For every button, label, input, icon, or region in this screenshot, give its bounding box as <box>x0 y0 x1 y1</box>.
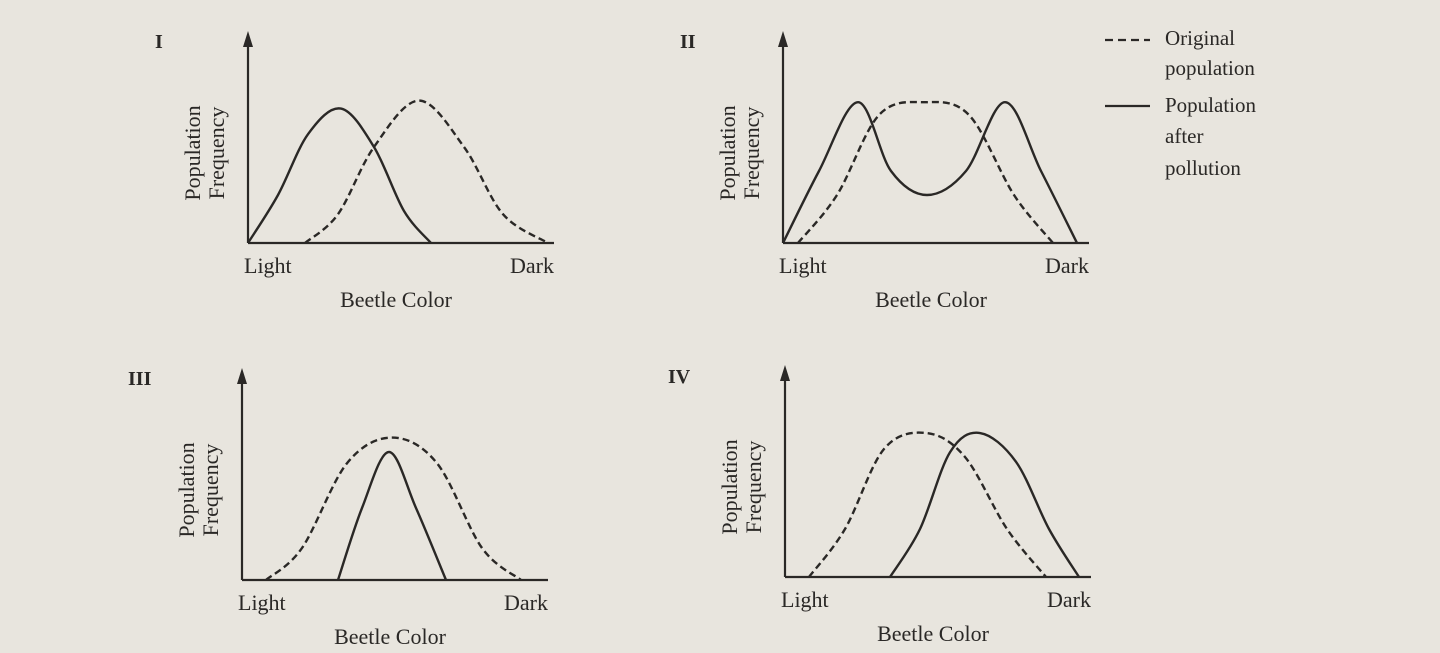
original-population-curve <box>808 431 1047 578</box>
x-tick-label-dark: Dark <box>504 590 548 615</box>
x-tick-label-light: Light <box>238 590 286 615</box>
y-axis-label-line2: Frequency <box>741 441 766 534</box>
x-tick-label-dark: Dark <box>1047 587 1091 612</box>
after-pollution-curve <box>246 107 432 244</box>
after-pollution-curve <box>781 100 1079 244</box>
y-axis-label-line2: Frequency <box>739 107 764 200</box>
x-axis-label: Beetle Color <box>875 287 987 312</box>
y-axis-arrow-icon <box>780 365 790 381</box>
chart-panel-II: II Population Frequency Light Dark Beetle Col… <box>680 31 1089 312</box>
after-pollution-curve <box>336 450 448 581</box>
x-tick-label-light: Light <box>779 253 827 278</box>
x-tick-label-dark: Dark <box>510 253 554 278</box>
original-population-curve <box>304 99 549 245</box>
chart-panel-III: III Population Frequency Light Dark Beetle Co… <box>128 368 548 649</box>
legend: Original population Population after pol… <box>1105 26 1257 180</box>
chart-panel-I: I Population Frequency Light Dark Beetle Colo… <box>155 31 554 312</box>
after-pollution-curve <box>888 431 1081 578</box>
panel-number: I <box>155 31 163 53</box>
x-tick-label-light: Light <box>244 253 292 278</box>
x-axis-label: Beetle Color <box>334 624 446 649</box>
y-axis-arrow-icon <box>243 31 253 47</box>
y-axis-label-line1: Population <box>715 105 740 200</box>
x-tick-label-dark: Dark <box>1045 253 1089 278</box>
legend-original-line2: population <box>1165 56 1255 80</box>
y-axis-label-line2: Frequency <box>198 444 223 537</box>
x-tick-label-light: Light <box>781 587 829 612</box>
y-axis-label-line1: Population <box>180 105 205 200</box>
panel-number: II <box>680 31 696 53</box>
y-axis-arrow-icon <box>778 31 788 47</box>
original-population-curve <box>265 436 522 581</box>
panel-number: III <box>128 368 152 390</box>
y-axis-label-line1: Population <box>174 442 199 537</box>
legend-after-line1: Population <box>1165 93 1257 117</box>
x-axis-label: Beetle Color <box>877 621 989 646</box>
y-axis-arrow-icon <box>237 368 247 384</box>
original-population-curve <box>797 100 1054 244</box>
legend-after-line2: after <box>1165 124 1203 148</box>
panel-number: IV <box>668 366 691 388</box>
y-axis-label-line2: Frequency <box>204 107 229 200</box>
x-axis-label: Beetle Color <box>340 287 452 312</box>
legend-after-line3: pollution <box>1165 156 1241 180</box>
chart-panel-IV: IV Population Frequency Light Dark Beetle Col… <box>668 365 1091 646</box>
legend-original-line1: Original <box>1165 26 1235 50</box>
y-axis-label-line1: Population <box>717 439 742 534</box>
